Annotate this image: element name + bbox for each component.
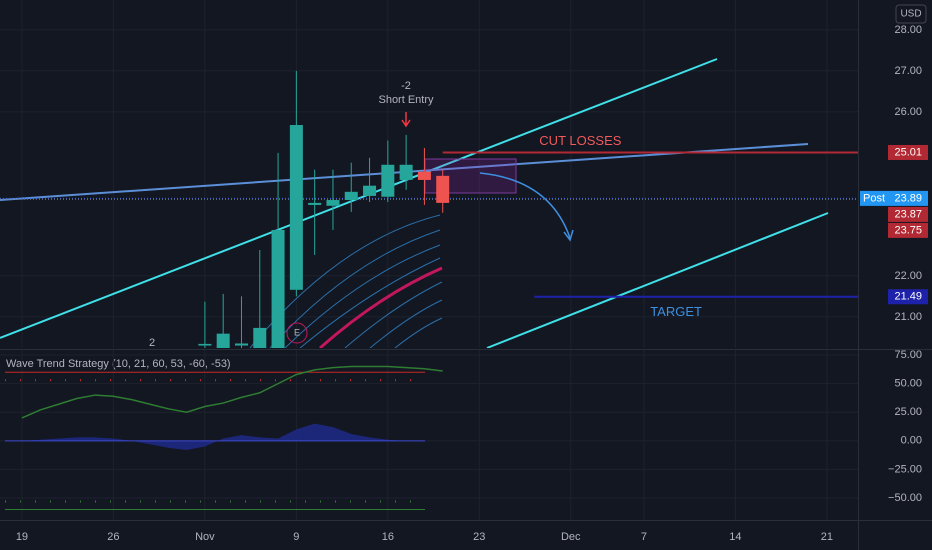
- projection-arrow: [479, 172, 571, 239]
- x-tick-label: Dec: [561, 531, 581, 543]
- x-tick-label: 7: [641, 531, 647, 543]
- session-tag: [860, 190, 888, 206]
- y-tick-label: 27.00: [894, 65, 922, 77]
- level-label: CUT LOSSES: [539, 133, 621, 148]
- ma-line: [344, 281, 443, 348]
- y-tick-label: 26.00: [894, 106, 922, 118]
- entry-label: Short Entry: [378, 94, 434, 106]
- x-tick-label: 26: [107, 531, 119, 543]
- price-tag: [888, 289, 928, 305]
- currency-label: USD: [900, 9, 921, 20]
- y-tick-label: 75.00: [894, 349, 922, 361]
- earnings-badge: [286, 322, 308, 344]
- x-tick-label: 21: [821, 531, 833, 543]
- y-tick-label: 50.00: [894, 378, 922, 390]
- level-label: TARGET: [650, 304, 702, 319]
- candle-body: [234, 343, 248, 346]
- price-tag: [888, 206, 928, 222]
- y-tick-label: 25.00: [894, 406, 922, 418]
- ma-line: [299, 257, 441, 348]
- candle-body: [216, 333, 230, 348]
- marker-label: 2: [149, 337, 155, 349]
- candle-body: [198, 343, 212, 346]
- price-tag-label: 23.87: [894, 208, 922, 220]
- candle-body: [399, 164, 413, 180]
- x-tick-label: Nov: [195, 531, 215, 543]
- x-tick-label: 19: [16, 531, 28, 543]
- entry-arrow: [401, 112, 411, 128]
- axes: 19 26 Nov 9 16 23 Dec 7 14 21 28.00 27.00 26.00 22.00…: [16, 24, 928, 543]
- earnings-label: E: [294, 327, 300, 337]
- marks: CUT LOSSES TARGET: [0, 70, 858, 348]
- price-tag: [888, 144, 928, 160]
- x-tick-label: 23: [473, 531, 485, 543]
- price-tag: [888, 190, 928, 206]
- indicator-pane: [0, 350, 858, 520]
- main-pane: CUT LOSSES TARGET E 2 -2 Short Entry: [0, 0, 858, 349]
- candle-body: [363, 185, 377, 196]
- x-tick-label: 9: [293, 531, 299, 543]
- ma-line: [319, 266, 443, 348]
- y-tick-label: 0.00: [901, 435, 922, 447]
- indicator-title: Wave Trend Strategy (10, 21, 60, 53, -60…: [6, 358, 231, 370]
- price-tag-label: 23.75: [894, 224, 922, 236]
- price-tag: [888, 222, 928, 238]
- y-tick-label: −25.00: [888, 463, 922, 475]
- ma-line: [394, 317, 443, 348]
- candle-body: [344, 191, 358, 201]
- y-tick-label: −50.00: [888, 492, 922, 504]
- candle-body: [253, 327, 267, 348]
- session-tag-label: Post: [863, 192, 885, 204]
- grid: [0, 0, 858, 348]
- trend-line: [0, 58, 718, 339]
- signal-label: -2: [401, 80, 411, 92]
- ma-line: [369, 299, 443, 348]
- x-tick-label: 14: [729, 531, 741, 543]
- currency-box[interactable]: [895, 4, 927, 24]
- candle-body: [436, 175, 450, 203]
- ma-line: [269, 229, 441, 348]
- arrow-head: [563, 229, 574, 242]
- candle-body: [326, 200, 340, 206]
- y-tick-label: 21.00: [894, 311, 922, 323]
- y-tick-label: 22.00: [894, 270, 922, 282]
- candle-body: [271, 229, 285, 348]
- indicator-line: [21, 365, 443, 419]
- ma-line: [284, 244, 441, 348]
- y-tick-label: 28.00: [894, 24, 922, 36]
- x-tick-label: 16: [382, 531, 394, 543]
- candle-body: [308, 202, 322, 205]
- price-tag-label: 25.01: [894, 146, 922, 158]
- candle-body: [381, 164, 395, 197]
- ribbon: [249, 214, 443, 348]
- indicator-area: [21, 423, 443, 450]
- candle-body: [417, 171, 431, 180]
- price-tag-label: 21.49: [894, 291, 922, 303]
- price-tag-label: 23.89: [894, 192, 922, 204]
- trend-line: [486, 212, 829, 348]
- candle-body: [289, 125, 303, 290]
